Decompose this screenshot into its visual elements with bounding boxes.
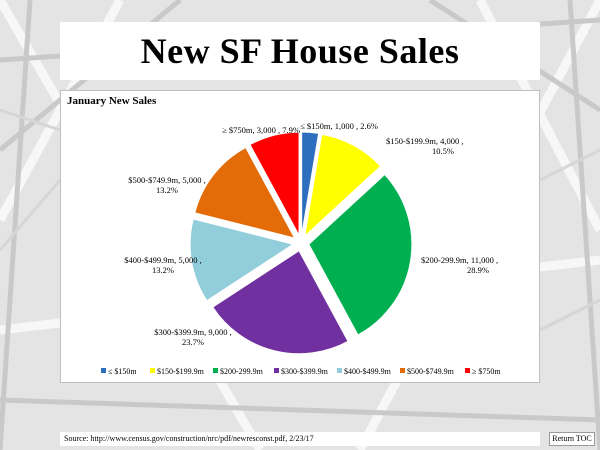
legend-label-slice-4: $300-$399.9m [281, 367, 329, 376]
legend-swatch-slice-4 [274, 368, 279, 373]
slide-title: New SF House Sales [140, 31, 460, 71]
pie-slice-6 [194, 146, 296, 239]
legend-swatch-slice-1 [101, 368, 106, 373]
title-banner: New SF House Sales [60, 22, 540, 80]
legend-label-slice-3: $200-299.9m [220, 367, 264, 376]
legend-label-slice-1: ≤ $150m [108, 367, 137, 376]
legend-swatch-slice-7 [465, 368, 470, 373]
data-label-slice-5: $400-$499.9m, 5,000 , 13.2% [124, 255, 201, 275]
legend-label-slice-7: ≥ $750m [472, 367, 501, 376]
legend-swatch-slice-2 [150, 368, 155, 373]
legend-swatch-slice-5 [337, 368, 342, 373]
pie-chart: ≤ $150m, 1,000 , 2.6% $150-$199.9m, 4,000… [101, 121, 501, 376]
pie-slice-3 [308, 173, 413, 336]
data-label-slice-2: $150-$199.9m, 4,000 , 10.5% [386, 136, 463, 156]
pie-slice-7 [249, 131, 300, 236]
data-label-slice-3: $200-299.9m, 11,000 , 28.9% [421, 255, 498, 275]
data-label-slice-7: ≥ $750m, 3,000 , 7.9% [222, 125, 300, 135]
chart-legend: ≤ $150m $150-$199.9m $200-299.9m $300-$399.… [101, 367, 501, 376]
chart-panel: ≤ $150m, 1,000 , 2.6% $150-$199.9m, 4,000… [60, 90, 540, 383]
data-label-slice-1: ≤ $150m, 1,000 , 2.6% [300, 121, 378, 131]
legend-swatch-slice-6 [400, 368, 405, 373]
legend-label-slice-6: $500-$749.9m [407, 367, 455, 376]
chart-title: January New Sales [67, 95, 157, 107]
data-label-slice-6: $500-$749.9m, 5,000 , 13.2% [128, 175, 205, 195]
pie-slice-2 [304, 133, 382, 238]
data-label-slice-4: $300-$399.9m, 9,000 , 23.7% [154, 327, 231, 347]
pie-slice-5 [189, 218, 295, 302]
return-toc-button[interactable]: Return TOC [549, 432, 595, 446]
legend-label-slice-2: $150-$199.9m [157, 367, 205, 376]
source-note: Source: http://www.census.gov/constructi… [60, 432, 540, 446]
legend-swatch-slice-3 [213, 368, 218, 373]
pie-slice-1 [301, 131, 320, 236]
pie-slice-4 [212, 250, 349, 355]
legend-label-slice-5: $400-$499.9m [344, 367, 392, 376]
